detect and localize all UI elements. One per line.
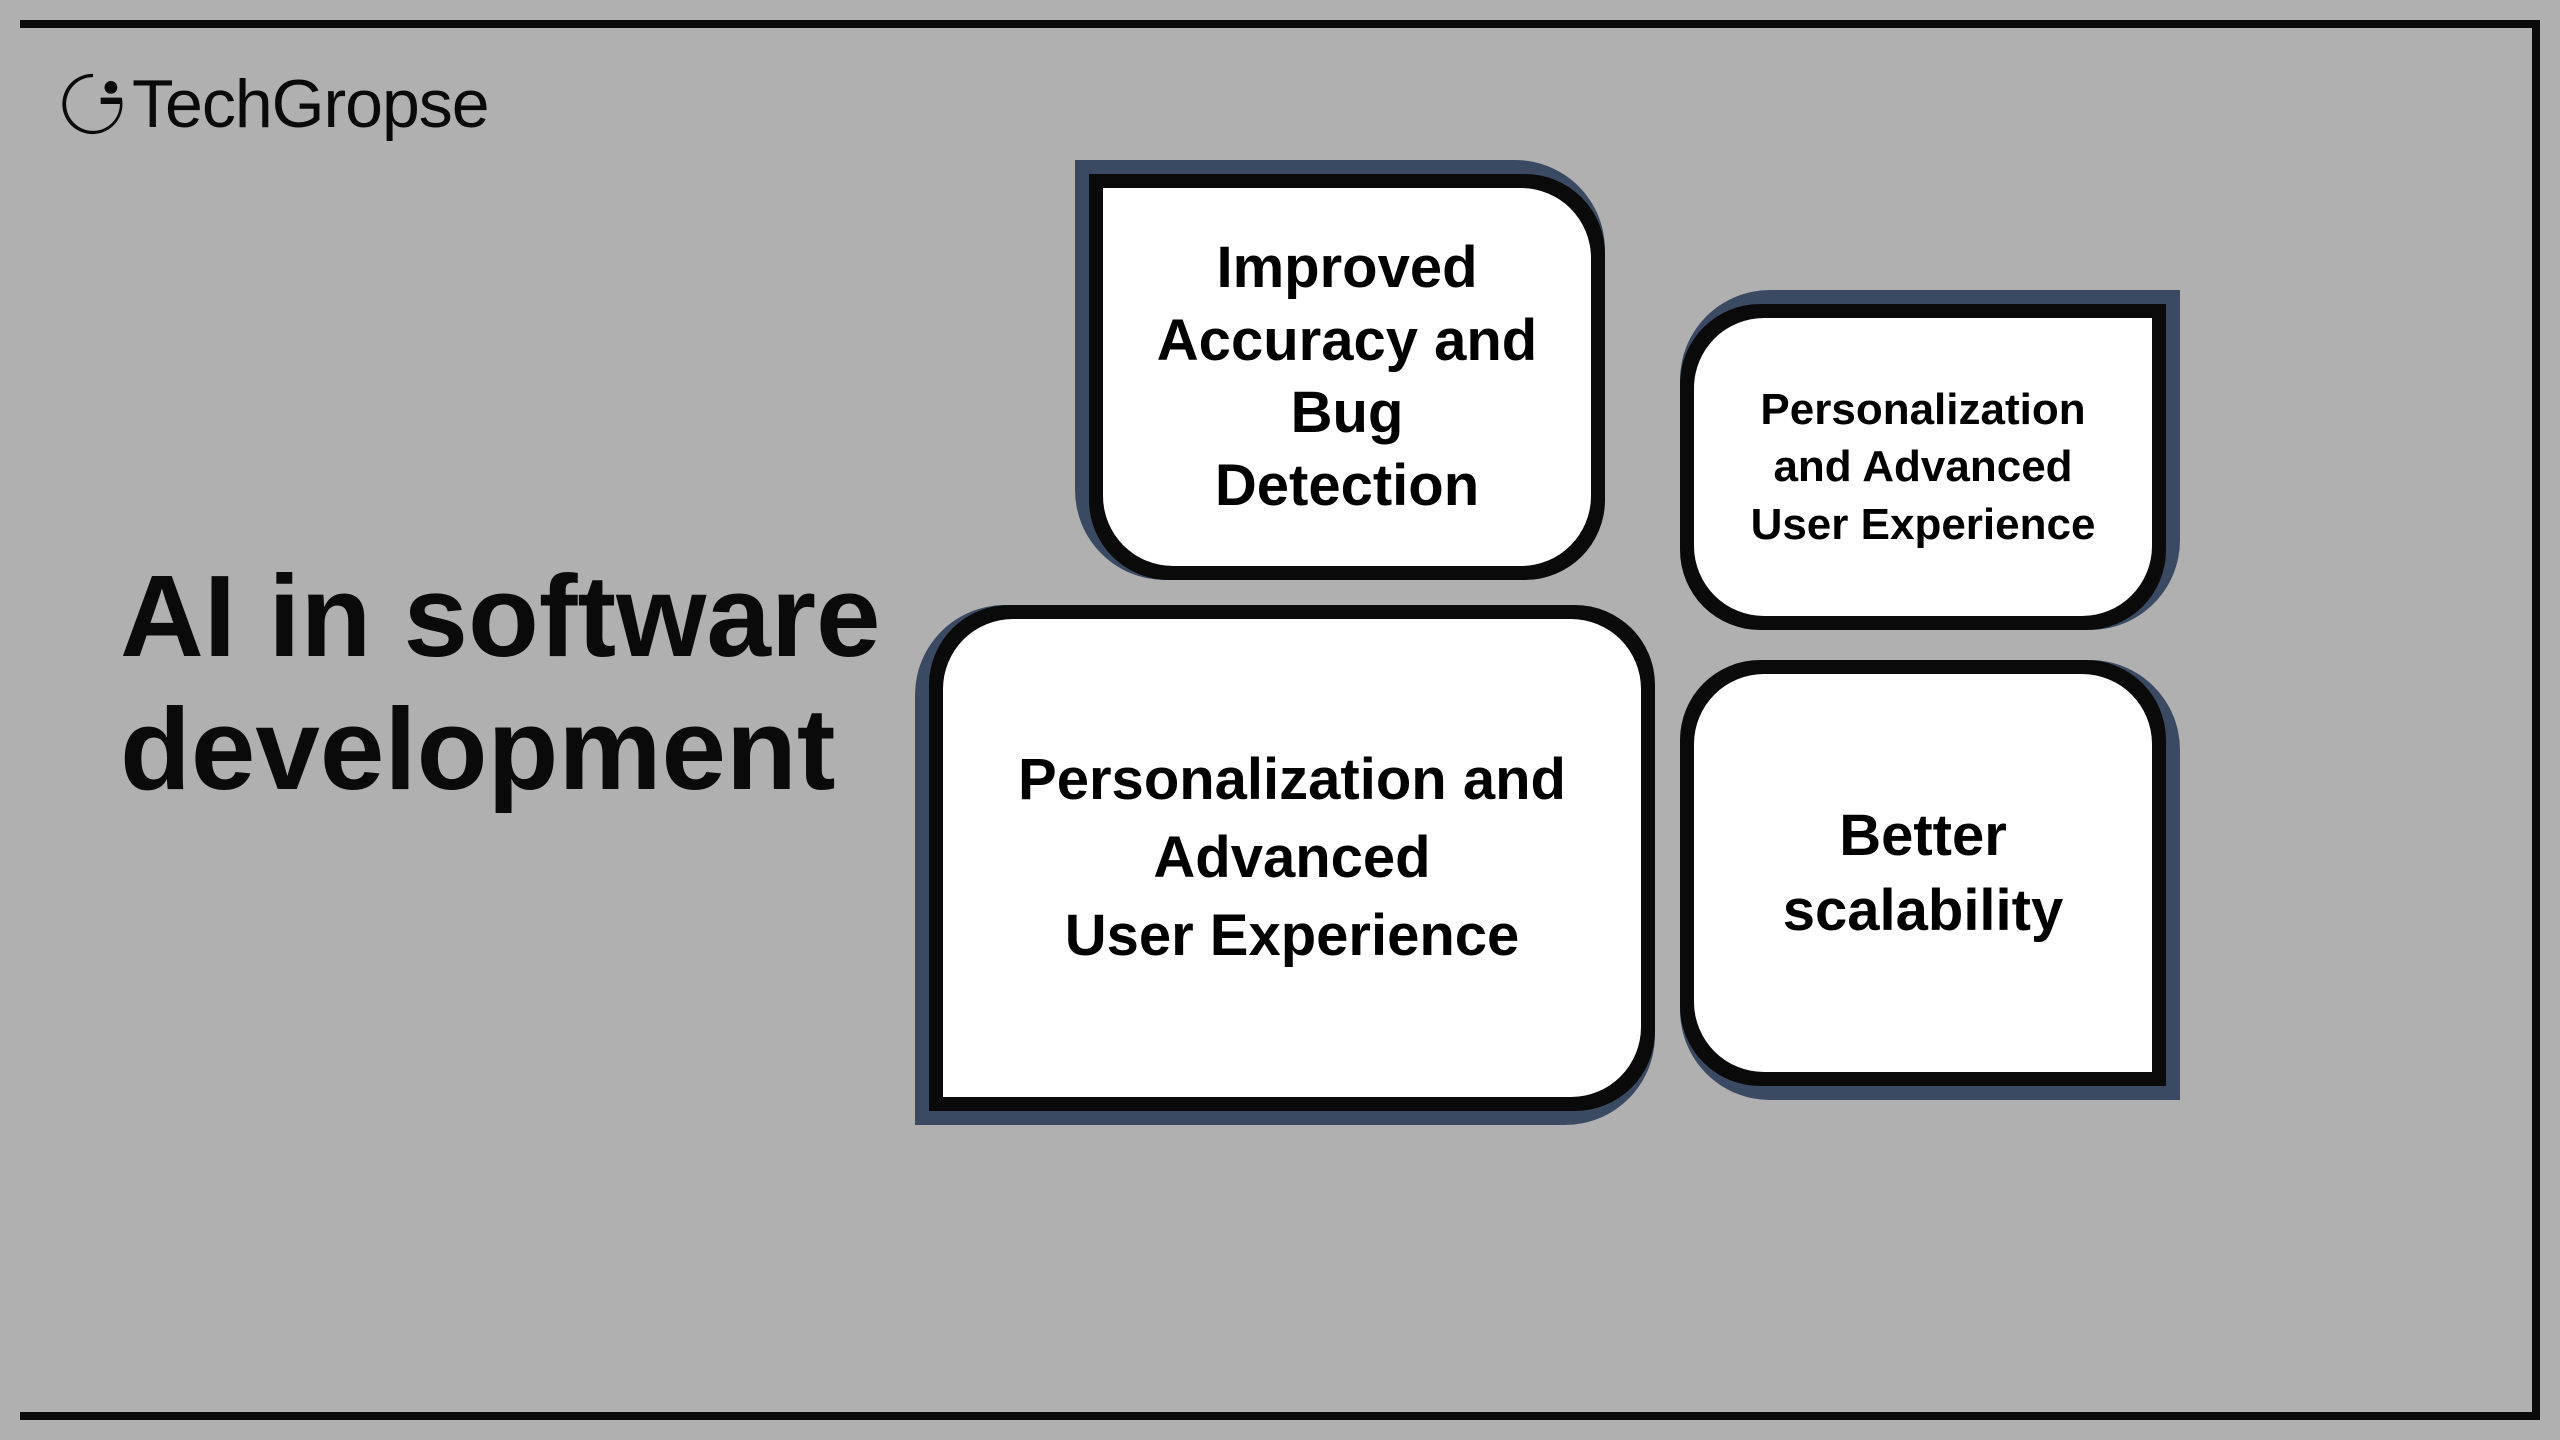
leaf-layer-front: Personalization and Advanced User Experi… bbox=[943, 619, 1641, 1097]
leaf-label: Personalization and Advanced User Experi… bbox=[1003, 741, 1581, 976]
leaf-personalization-large: Personalization and Advanced User Experi… bbox=[915, 605, 1655, 1125]
leaf-improved-accuracy: Improved Accuracy and Bug Detection bbox=[1075, 160, 1605, 580]
leaf-personalization-small: Personalization and Advanced User Experi… bbox=[1680, 290, 2180, 630]
logo-mark-icon bbox=[60, 72, 126, 136]
leaf-layer-front: Improved Accuracy and Bug Detection bbox=[1103, 188, 1591, 566]
logo-text: TechGropse bbox=[132, 65, 489, 143]
main-heading: AI in software development bbox=[120, 550, 1020, 817]
leaf-label: Personalization and Advanced User Experi… bbox=[1744, 381, 2102, 553]
leaf-layer-front: Personalization and Advanced User Experi… bbox=[1694, 318, 2152, 616]
leaf-better-scalability: Better scalability bbox=[1680, 660, 2180, 1100]
leaf-layer-front: Better scalability bbox=[1694, 674, 2152, 1072]
logo: TechGropse bbox=[60, 65, 489, 143]
leaf-label: Better scalability bbox=[1744, 798, 2102, 949]
leaf-label: Improved Accuracy and Bug Detection bbox=[1153, 232, 1541, 522]
